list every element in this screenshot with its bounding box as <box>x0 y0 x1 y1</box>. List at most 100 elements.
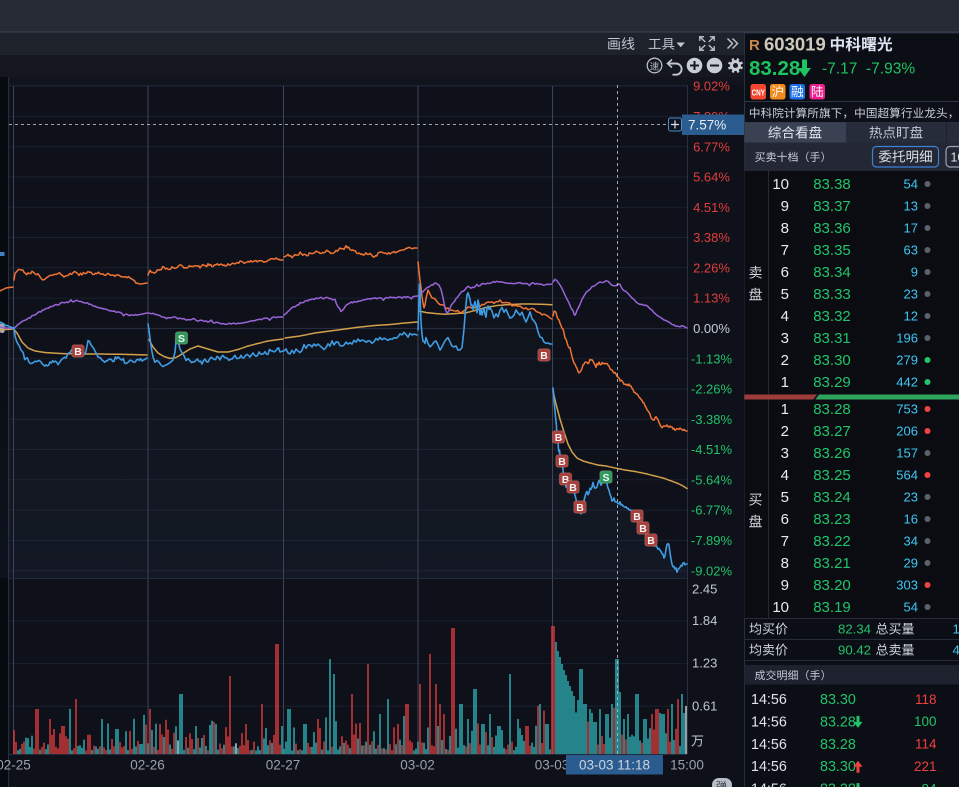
svg-text:2: 2 <box>781 352 789 369</box>
svg-text:14: 14 <box>953 622 959 637</box>
svg-text:90.42: 90.42 <box>838 643 871 658</box>
svg-text:1.23: 1.23 <box>692 656 717 671</box>
svg-text:83.28: 83.28 <box>820 737 856 753</box>
svg-text:10: 10 <box>772 176 789 193</box>
svg-text:279: 279 <box>896 353 918 368</box>
svg-text:14:56: 14:56 <box>751 692 787 708</box>
svg-text:-3.38%: -3.38% <box>691 412 733 427</box>
svg-text:02-26: 02-26 <box>130 758 165 773</box>
svg-text:4: 4 <box>781 467 789 484</box>
svg-text:B: B <box>647 535 655 547</box>
svg-text:9: 9 <box>781 577 789 594</box>
svg-text:10: 10 <box>772 599 789 616</box>
svg-text:-6.77%: -6.77% <box>691 503 733 518</box>
svg-text:3: 3 <box>781 445 789 462</box>
svg-text:114: 114 <box>915 737 937 752</box>
svg-text:B: B <box>74 346 82 358</box>
svg-text:03-03 11:18: 03-03 11:18 <box>579 758 650 773</box>
svg-text:83.28: 83.28 <box>749 57 800 80</box>
svg-text:-2.26%: -2.26% <box>691 382 733 397</box>
svg-text:6: 6 <box>781 264 789 281</box>
svg-text:83.20: 83.20 <box>813 577 851 594</box>
svg-text:206: 206 <box>896 424 918 439</box>
svg-text:-7.17: -7.17 <box>822 61 857 78</box>
svg-text:83.33: 83.33 <box>813 286 851 303</box>
svg-text:157: 157 <box>896 446 918 461</box>
svg-text:02-27: 02-27 <box>266 758 301 773</box>
svg-text:B: B <box>558 456 566 468</box>
svg-text:23: 23 <box>904 490 918 505</box>
svg-text:83.22: 83.22 <box>813 533 851 550</box>
svg-text:83.23: 83.23 <box>813 511 851 528</box>
svg-text:83.30: 83.30 <box>813 352 851 369</box>
svg-text:0.61: 0.61 <box>692 699 717 714</box>
svg-text:7: 7 <box>781 242 789 259</box>
svg-text:S: S <box>178 333 185 345</box>
svg-text:9: 9 <box>781 198 789 215</box>
svg-text:83.26: 83.26 <box>813 445 851 462</box>
svg-text:7: 7 <box>781 533 789 550</box>
svg-text:196: 196 <box>896 331 918 346</box>
svg-text:753: 753 <box>896 402 918 417</box>
svg-text:7.57%: 7.57% <box>688 117 726 132</box>
svg-text:03-02: 03-02 <box>400 758 435 773</box>
svg-text:83.28: 83.28 <box>813 401 851 418</box>
svg-text:14:56: 14:56 <box>751 714 787 730</box>
svg-text:83.30: 83.30 <box>820 759 856 775</box>
svg-text:83.30: 83.30 <box>820 692 856 708</box>
svg-text:83.28: 83.28 <box>820 782 856 787</box>
svg-text:S: S <box>602 472 609 484</box>
svg-text:-7.89%: -7.89% <box>691 533 733 548</box>
svg-text:16: 16 <box>904 512 918 527</box>
svg-text:B: B <box>639 523 647 535</box>
svg-text:14:56: 14:56 <box>751 737 787 753</box>
svg-text:B: B <box>555 432 563 444</box>
svg-text:-5.64%: -5.64% <box>691 472 733 487</box>
svg-text:5.64%: 5.64% <box>693 170 730 185</box>
svg-text:17: 17 <box>904 221 918 236</box>
svg-text:221: 221 <box>914 759 937 774</box>
svg-text:5: 5 <box>781 489 789 506</box>
svg-text:6.77%: 6.77% <box>693 139 730 154</box>
svg-text:14:56: 14:56 <box>751 782 787 787</box>
svg-text:B: B <box>569 482 577 494</box>
svg-text:4.51%: 4.51% <box>693 200 730 215</box>
svg-text:B: B <box>540 350 548 362</box>
svg-text:12: 12 <box>904 309 918 324</box>
svg-text:10: 10 <box>951 151 959 165</box>
svg-text:0.00%: 0.00% <box>693 321 730 336</box>
svg-text:118: 118 <box>915 692 937 707</box>
svg-text:83.34: 83.34 <box>813 264 851 281</box>
svg-text:2.26%: 2.26% <box>693 260 730 275</box>
svg-text:13: 13 <box>904 199 918 214</box>
svg-text:3.38%: 3.38% <box>693 230 730 245</box>
svg-text:83.38: 83.38 <box>813 176 851 193</box>
svg-text:63: 63 <box>904 243 918 258</box>
svg-text:44: 44 <box>953 643 959 658</box>
svg-text:R: R <box>749 37 760 54</box>
svg-text:03-03: 03-03 <box>535 758 570 773</box>
svg-text:83.19: 83.19 <box>813 599 851 616</box>
svg-text:83.25: 83.25 <box>813 467 851 484</box>
svg-text:564: 564 <box>896 468 918 483</box>
svg-text:8: 8 <box>781 555 789 572</box>
svg-text:34: 34 <box>904 534 918 549</box>
svg-text:84: 84 <box>921 781 937 787</box>
svg-text:303: 303 <box>896 578 918 593</box>
svg-text:29: 29 <box>904 556 918 571</box>
svg-text:603019: 603019 <box>764 34 826 55</box>
svg-text:B: B <box>633 511 641 523</box>
svg-text:1: 1 <box>781 374 789 391</box>
svg-text:2: 2 <box>781 423 789 440</box>
svg-text:23: 23 <box>904 287 918 302</box>
svg-text:8: 8 <box>781 220 789 237</box>
svg-text:83.29: 83.29 <box>813 374 851 391</box>
svg-text:15:00: 15:00 <box>670 758 704 773</box>
svg-text:83.31: 83.31 <box>813 330 851 347</box>
svg-text:83.24: 83.24 <box>813 489 851 506</box>
svg-text:3: 3 <box>781 330 789 347</box>
svg-text:-7.93%: -7.93% <box>866 61 915 78</box>
svg-text:54: 54 <box>904 600 918 615</box>
svg-text:6: 6 <box>781 511 789 528</box>
svg-text:82.34: 82.34 <box>838 622 871 637</box>
